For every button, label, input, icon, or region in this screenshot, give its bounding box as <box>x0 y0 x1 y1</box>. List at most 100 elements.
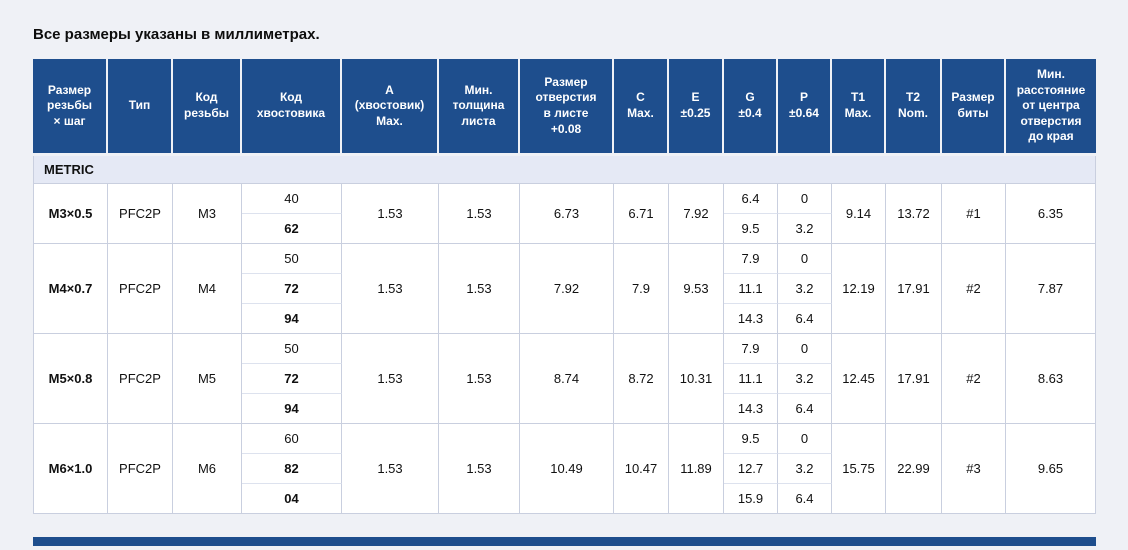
col-header-4: A (хвостовик) Max. <box>342 59 439 156</box>
cell-min-edge-distance: 8.63 <box>1006 334 1096 424</box>
header-row: Размер резьбы × шаг Тип Код резьбы Код хвос… <box>33 59 1096 156</box>
cell-g: 12.7 <box>724 454 778 484</box>
cell-min-sheet-thickness: 1.53 <box>439 244 520 334</box>
cell-g: 7.9 <box>724 334 778 364</box>
cell-shank-code: 82 <box>242 454 342 484</box>
cell-a-max: 1.53 <box>342 424 439 514</box>
cell-p: 6.4 <box>778 304 832 334</box>
cell-thread-code: M4 <box>173 244 242 334</box>
cell-shank-code: 94 <box>242 394 342 424</box>
cell-g: 11.1 <box>724 274 778 304</box>
col-header-0: Размер резьбы × шаг <box>33 59 108 156</box>
cell-type: PFC2P <box>108 244 173 334</box>
cell-c-max: 10.47 <box>614 424 669 514</box>
cell-p: 0 <box>778 424 832 454</box>
col-header-14: Мин. расстояние от центра отверстия до к… <box>1006 59 1096 156</box>
cell-hole-size: 8.74 <box>520 334 614 424</box>
page-title: Все размеры указаны в миллиметрах. <box>33 26 320 43</box>
cell-shank-code: 62 <box>242 214 342 244</box>
section-label: METRIC <box>33 156 1096 184</box>
cell-shank-code: 50 <box>242 334 342 364</box>
cell-g: 7.9 <box>724 244 778 274</box>
cell-a-max: 1.53 <box>342 184 439 244</box>
cell-p: 0 <box>778 334 832 364</box>
cell-e: 9.53 <box>669 244 724 334</box>
cell-bit-size: #2 <box>942 334 1006 424</box>
cell-p: 0 <box>778 244 832 274</box>
cell-p: 3.2 <box>778 274 832 304</box>
cell-g: 14.3 <box>724 394 778 424</box>
cell-e: 11.89 <box>669 424 724 514</box>
cell-p: 3.2 <box>778 214 832 244</box>
cell-p: 3.2 <box>778 454 832 484</box>
table-row: 82 12.7 3.2 <box>33 454 1096 484</box>
cell-shank-code: 94 <box>242 304 342 334</box>
cell-min-sheet-thickness: 1.53 <box>439 184 520 244</box>
cell-t1-max: 12.19 <box>832 244 886 334</box>
col-header-12: T2 Nom. <box>886 59 942 156</box>
cell-thread-code: M6 <box>173 424 242 514</box>
col-header-11: T1 Max. <box>832 59 886 156</box>
cell-c-max: 8.72 <box>614 334 669 424</box>
col-header-7: C Max. <box>614 59 669 156</box>
cell-e: 7.92 <box>669 184 724 244</box>
cell-t2-nom: 13.72 <box>886 184 942 244</box>
col-header-3: Код хвостовика <box>242 59 342 156</box>
cell-thread-size: M4×0.7 <box>33 244 108 334</box>
table-row: 94 14.3 6.4 <box>33 394 1096 424</box>
cell-shank-code: 72 <box>242 364 342 394</box>
table-row: M4×0.7 PFC2P M4 50 1.53 1.53 7.92 7.9 9.53 7.9 0 12… <box>33 244 1096 334</box>
cell-t1-max: 9.14 <box>832 184 886 244</box>
cell-hole-size: 6.73 <box>520 184 614 244</box>
cell-bit-size: #2 <box>942 244 1006 334</box>
cell-c-max: 6.71 <box>614 184 669 244</box>
table-row: M5×0.8 PFC2P M5 50 1.53 1.53 8.74 8.72 10.31 7.9 0… <box>33 334 1096 424</box>
table-row: 04 15.9 6.4 <box>33 484 1096 514</box>
col-header-10: P ±0.64 <box>778 59 832 156</box>
cell-g: 9.5 <box>724 424 778 454</box>
cell-e: 10.31 <box>669 334 724 424</box>
table-row: 72 11.1 3.2 <box>33 274 1096 304</box>
cell-min-sheet-thickness: 1.53 <box>439 334 520 424</box>
col-header-8: E ±0.25 <box>669 59 724 156</box>
table-row: 62 9.5 3.2 <box>33 214 1096 244</box>
table-row: M6×1.0 PFC2P M6 60 1.53 1.53 10.49 10.47 11.89 9.… <box>33 424 1096 514</box>
cell-min-edge-distance: 9.65 <box>1006 424 1096 514</box>
col-header-1: Тип <box>108 59 173 156</box>
cell-t1-max: 12.45 <box>832 334 886 424</box>
cell-g: 11.1 <box>724 364 778 394</box>
cell-shank-code: 40 <box>242 184 342 214</box>
cell-hole-size: 7.92 <box>520 244 614 334</box>
cell-min-edge-distance: 7.87 <box>1006 244 1096 334</box>
cell-type: PFC2P <box>108 334 173 424</box>
cell-g: 6.4 <box>724 184 778 214</box>
cell-shank-code: 60 <box>242 424 342 454</box>
cell-t1-max: 15.75 <box>832 424 886 514</box>
cell-p: 6.4 <box>778 484 832 514</box>
cell-thread-code: M3 <box>173 184 242 244</box>
cell-shank-code: 72 <box>242 274 342 304</box>
cell-t2-nom: 17.91 <box>886 244 942 334</box>
col-header-2: Код резьбы <box>173 59 242 156</box>
cell-p: 6.4 <box>778 394 832 424</box>
cell-type: PFC2P <box>108 424 173 514</box>
col-header-9: G ±0.4 <box>724 59 778 156</box>
col-header-6: Размер отверстия в листе +0.08 <box>520 59 614 156</box>
cell-g: 14.3 <box>724 304 778 334</box>
table-body: METRIC M3×0.5 PFC2P M3 40 1.53 1.53 6.73 6.71 7.9… <box>33 156 1096 514</box>
cell-g: 15.9 <box>724 484 778 514</box>
cell-shank-code: 50 <box>242 244 342 274</box>
cell-a-max: 1.53 <box>342 244 439 334</box>
cell-bit-size: #1 <box>942 184 1006 244</box>
cell-min-edge-distance: 6.35 <box>1006 184 1096 244</box>
col-header-13: Размер биты <box>942 59 1006 156</box>
table-row: 72 11.1 3.2 <box>33 364 1096 394</box>
cell-thread-code: M5 <box>173 334 242 424</box>
table-row: M3×0.5 PFC2P M3 40 1.53 1.53 6.73 6.71 7.92 6.4 0 9… <box>33 184 1096 244</box>
section-row: METRIC <box>33 156 1096 184</box>
cell-thread-size: M6×1.0 <box>33 424 108 514</box>
cell-thread-size: M3×0.5 <box>33 184 108 244</box>
cell-bit-size: #3 <box>942 424 1006 514</box>
table-row: 94 14.3 6.4 <box>33 304 1096 334</box>
